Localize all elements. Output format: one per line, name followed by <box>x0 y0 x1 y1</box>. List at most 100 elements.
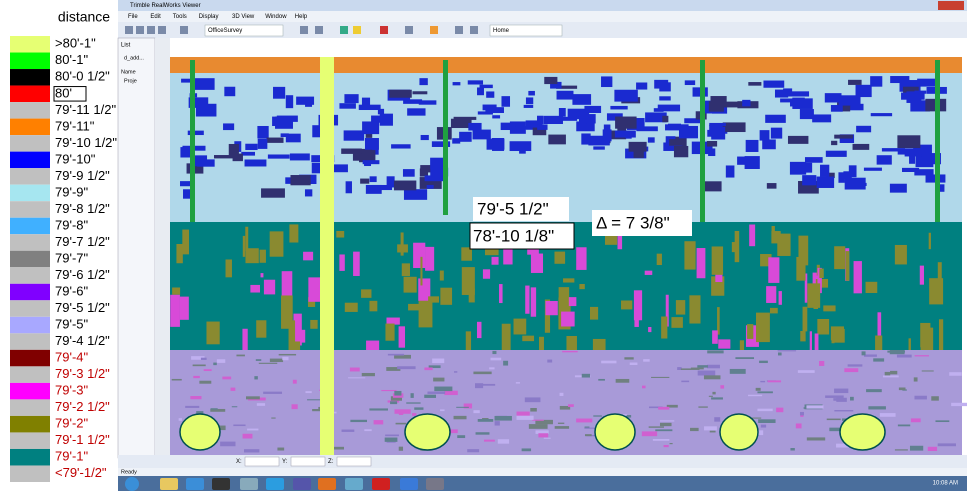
legend-label: 79'-9 1/2" <box>55 168 110 183</box>
scan-blob <box>711 127 725 140</box>
scan-blob <box>477 322 481 338</box>
scan-blob <box>419 299 433 328</box>
start-button[interactable] <box>125 477 139 491</box>
side-tree-item[interactable]: Proje <box>124 78 137 84</box>
scan-blob <box>849 165 857 177</box>
scan-blob <box>286 95 293 108</box>
scan-blob <box>193 376 200 378</box>
scan-blob <box>669 139 682 146</box>
coordinate-field[interactable] <box>291 457 325 466</box>
side-panel <box>118 38 155 458</box>
taskbar-icon[interactable] <box>372 478 390 490</box>
scan-blob <box>681 368 700 370</box>
scan-blob <box>516 382 520 383</box>
scan-blob <box>194 78 215 90</box>
scan-blob <box>909 156 915 164</box>
scan-blob <box>440 409 444 411</box>
scan-blob <box>391 144 411 148</box>
taskbar-icon[interactable] <box>186 478 204 490</box>
scan-blob <box>290 153 310 160</box>
taskbar-icon[interactable] <box>160 478 178 490</box>
scan-blob <box>684 241 695 269</box>
scan-blob <box>880 413 896 417</box>
scan-blob <box>293 380 297 384</box>
point-cloud-view <box>170 57 967 455</box>
scan-blob <box>895 245 907 264</box>
scan-blob <box>745 156 760 169</box>
menu-item[interactable]: Edit <box>150 14 161 20</box>
scan-blob <box>499 284 503 303</box>
side-tab[interactable]: List <box>121 43 131 49</box>
scan-blob <box>363 160 380 164</box>
scan-blob <box>222 377 231 380</box>
scan-blob <box>604 125 611 137</box>
scan-seam <box>190 60 195 222</box>
scan-blob <box>257 126 268 138</box>
taskbar-icon[interactable] <box>293 478 311 490</box>
coordinates: X:Y:Z: <box>236 457 371 466</box>
scan-blob <box>421 135 429 140</box>
taskbar-icon[interactable] <box>345 478 363 490</box>
taskbar-icon[interactable] <box>240 478 258 490</box>
scan-blob <box>467 449 479 452</box>
menu-item[interactable]: 3D View <box>232 14 255 20</box>
taskbar-icon[interactable] <box>266 478 284 490</box>
coordinate-label: Z: <box>328 459 334 465</box>
menu-item[interactable]: Tools <box>173 14 187 20</box>
scan-blob <box>771 128 782 139</box>
scan-blob <box>503 361 508 366</box>
annotation-lower: 78'-10 1/8" <box>473 226 554 245</box>
scan-blob <box>246 396 260 399</box>
scan-blob <box>427 185 434 189</box>
scan-blob <box>344 130 365 140</box>
coordinate-field[interactable] <box>245 457 279 466</box>
taskbar-icon[interactable] <box>318 478 336 490</box>
scan-seam <box>443 60 448 215</box>
scan-blob <box>834 389 848 394</box>
scan-blob <box>211 408 218 409</box>
scan-blob <box>792 98 812 109</box>
scan-blob <box>281 133 289 137</box>
scan-blob <box>707 141 717 147</box>
scan-blob <box>914 91 926 94</box>
scan-blob <box>712 246 723 274</box>
scan-blob <box>601 76 612 87</box>
menu-item[interactable]: Help <box>295 14 308 20</box>
scan-blob <box>834 410 853 411</box>
taskbar-icon[interactable] <box>212 478 230 490</box>
scan-blob <box>310 320 317 329</box>
side-item[interactable]: d_add... <box>124 55 144 61</box>
scan-blob <box>634 319 638 326</box>
taskbar-icon[interactable] <box>400 478 418 490</box>
scan-blob <box>877 155 892 164</box>
menu-item[interactable]: Display <box>199 14 219 20</box>
scan-blob <box>381 390 396 391</box>
scan-blob <box>486 91 494 97</box>
legend-swatch <box>10 53 50 70</box>
close-button[interactable] <box>938 1 964 10</box>
scan-blob <box>204 369 212 371</box>
legend-label: <79'-1/2" <box>55 465 107 480</box>
scan-blob <box>201 358 207 360</box>
scan-blob <box>257 403 265 406</box>
scan-blob <box>444 391 458 395</box>
legend-label: 79'-2 1/2" <box>55 399 110 414</box>
scan-blob <box>353 252 360 276</box>
scan-blob <box>473 372 491 375</box>
scan-blob <box>710 431 716 433</box>
scan-blob <box>558 423 564 424</box>
scan-blob <box>664 445 669 447</box>
scan-blob <box>735 357 754 359</box>
scan-blob <box>938 443 956 446</box>
legend-label: >80'-1" <box>55 36 96 51</box>
coordinate-field[interactable] <box>337 457 371 466</box>
scan-blob <box>670 443 673 444</box>
taskbar-icon[interactable] <box>426 478 444 490</box>
legend-label: 79'-9" <box>55 184 89 199</box>
scan-blob <box>364 429 371 431</box>
menu-item[interactable]: File <box>128 14 138 20</box>
scan-blob <box>707 365 720 369</box>
scan-blob <box>385 435 399 437</box>
menu-item[interactable]: Window <box>265 14 287 20</box>
scan-blob <box>800 412 804 415</box>
